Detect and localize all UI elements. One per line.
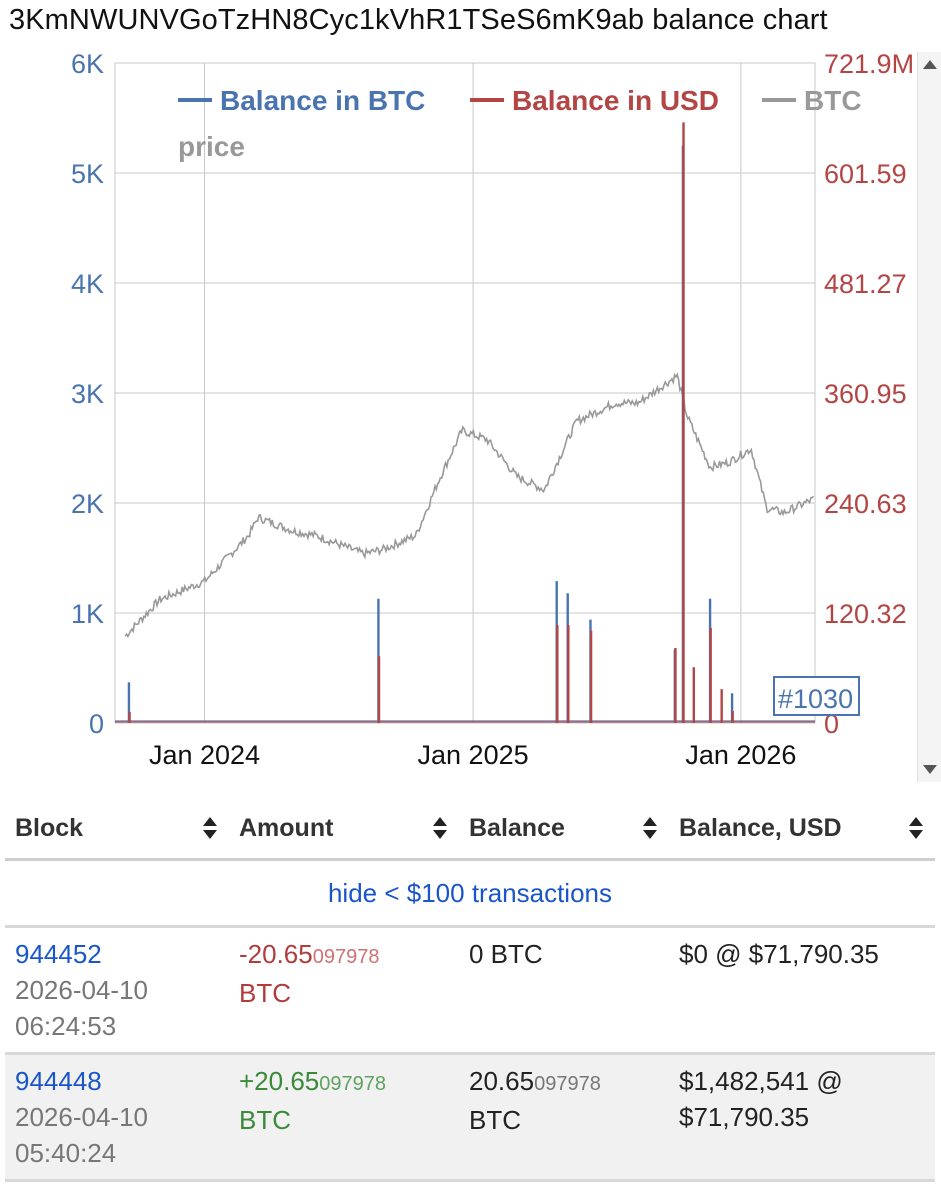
balance-unit: BTC: [469, 1105, 521, 1135]
balance-main: 0 BTC: [469, 939, 543, 969]
column-label: Balance: [469, 813, 565, 842]
chart-svg: 0 1K 2K 3K 4K 5K 6K 0 120.32 240.63 360.95 481.27 60…: [71, 49, 914, 770]
tx-time: 05:40:24: [15, 1138, 117, 1168]
balance-main: 20.65: [469, 1066, 535, 1096]
y-right-tick-label: 120.32: [824, 599, 907, 629]
tx-date: 2026-04-10: [15, 1102, 148, 1132]
y-right-tick-label: 360.95: [824, 379, 907, 409]
balance-cell: 0 BTC: [459, 926, 669, 1055]
balance-chart: 0 1K 2K 3K 4K 5K 6K 0 120.32 240.63 360.95 481.27 60…: [0, 48, 941, 788]
balance-usd-cell: $0 @ $71,790.35: [669, 926, 935, 1055]
y-left-tick-label: 4K: [71, 269, 104, 299]
block-link[interactable]: 944452: [15, 939, 102, 969]
balance-usd-line: $1,482,541 @: [679, 1066, 843, 1096]
balance-usd-cell: $1,482,541 @ $71,790.35: [669, 1053, 935, 1182]
x-tick-label: Jan 2024: [149, 740, 260, 770]
scroll-down-icon[interactable]: [923, 765, 937, 774]
column-label: Amount: [239, 813, 334, 842]
block-marker-label: #1030: [778, 684, 853, 714]
amount-unit: BTC: [239, 978, 291, 1008]
amount-cell: -20.65097978 BTC: [229, 926, 459, 1055]
scroll-up-icon[interactable]: [923, 60, 937, 69]
table-header-row: Block Amount Balance Balance, USD: [5, 798, 935, 861]
legend-label-usd: Balance in USD: [512, 85, 719, 116]
x-tick-label: Jan 2025: [418, 740, 529, 770]
x-tick-label: Jan 2026: [685, 740, 796, 770]
block-cell: 944448 2026-04-10 05:40:24: [5, 1053, 229, 1182]
amount-cell: +20.65097978 BTC: [229, 1053, 459, 1182]
y-left-tick-label: 3K: [71, 379, 104, 409]
y-right-tick-label: 0: [824, 709, 839, 739]
balance-usd-line: $0 @ $71,790.35: [679, 939, 879, 969]
tx-date: 2026-04-10: [15, 975, 148, 1005]
amount-unit: BTC: [239, 1105, 291, 1135]
y-left-tick-label: 5K: [71, 159, 104, 189]
y-right-tick-label: 601.59: [824, 159, 907, 189]
column-header-amount[interactable]: Amount: [229, 798, 459, 861]
block-link[interactable]: 944448: [15, 1066, 102, 1096]
legend-label-price: price: [178, 131, 245, 162]
sort-icon[interactable]: [643, 817, 657, 839]
filter-cell: hide < $100 transactions: [5, 859, 935, 928]
amount-main: +20.65: [239, 1066, 320, 1096]
filter-row: hide < $100 transactions: [5, 859, 935, 928]
balance-cell: 20.65097978 BTC: [459, 1053, 669, 1182]
y-left-tick-label: 1K: [71, 599, 104, 629]
tx-time: 06:24:53: [15, 1011, 117, 1041]
legend-label-btc: Balance in BTC: [220, 85, 425, 116]
y-left-tick-label: 0: [89, 709, 104, 739]
table-row: 944448 2026-04-10 05:40:24 +20.65097978 …: [5, 1053, 935, 1182]
balance-small-digits: 097978: [534, 1073, 601, 1095]
series-line-btc-price: [124, 372, 815, 639]
y-right-tick-label: 721.9M: [824, 49, 914, 79]
column-label: Balance, USD: [679, 813, 842, 842]
table-row: 944452 2026-04-10 06:24:53 -20.65097978 …: [5, 926, 935, 1055]
transactions-table: Block Amount Balance Balance, USD hide <…: [5, 798, 935, 1182]
legend-label-price: BTC: [804, 85, 862, 116]
amount-small-digits: 097978: [312, 946, 380, 968]
next-table-row: [5, 1186, 935, 1200]
sort-icon[interactable]: [203, 817, 217, 839]
page-scrollbar[interactable]: [917, 52, 941, 782]
column-header-block[interactable]: Block: [5, 798, 229, 861]
hide-small-transactions-link[interactable]: hide < $100 transactions: [327, 877, 613, 908]
y-right-tick-label: 481.27: [824, 269, 907, 299]
sort-icon[interactable]: [909, 817, 923, 839]
amount-small-digits: 097978: [319, 1073, 386, 1095]
column-label: Block: [15, 813, 84, 842]
block-cell: 944452 2026-04-10 06:24:53: [5, 926, 229, 1055]
page-title: 3KmNWUNVGoTzHN8Cyc1kVhR1TSeS6mK9ab balan…: [9, 4, 828, 36]
sort-icon[interactable]: [433, 817, 447, 839]
column-header-balance[interactable]: Balance: [459, 798, 669, 861]
y-left-tick-label: 6K: [71, 49, 104, 79]
y-right-tick-label: 240.63: [824, 489, 907, 519]
amount-main: -20.65: [239, 939, 313, 969]
balance-usd-line: $71,790.35: [679, 1102, 810, 1132]
column-header-balance-usd[interactable]: Balance, USD: [669, 798, 935, 861]
block-marker-box: [773, 676, 860, 716]
y-left-tick-label: 2K: [71, 489, 104, 519]
